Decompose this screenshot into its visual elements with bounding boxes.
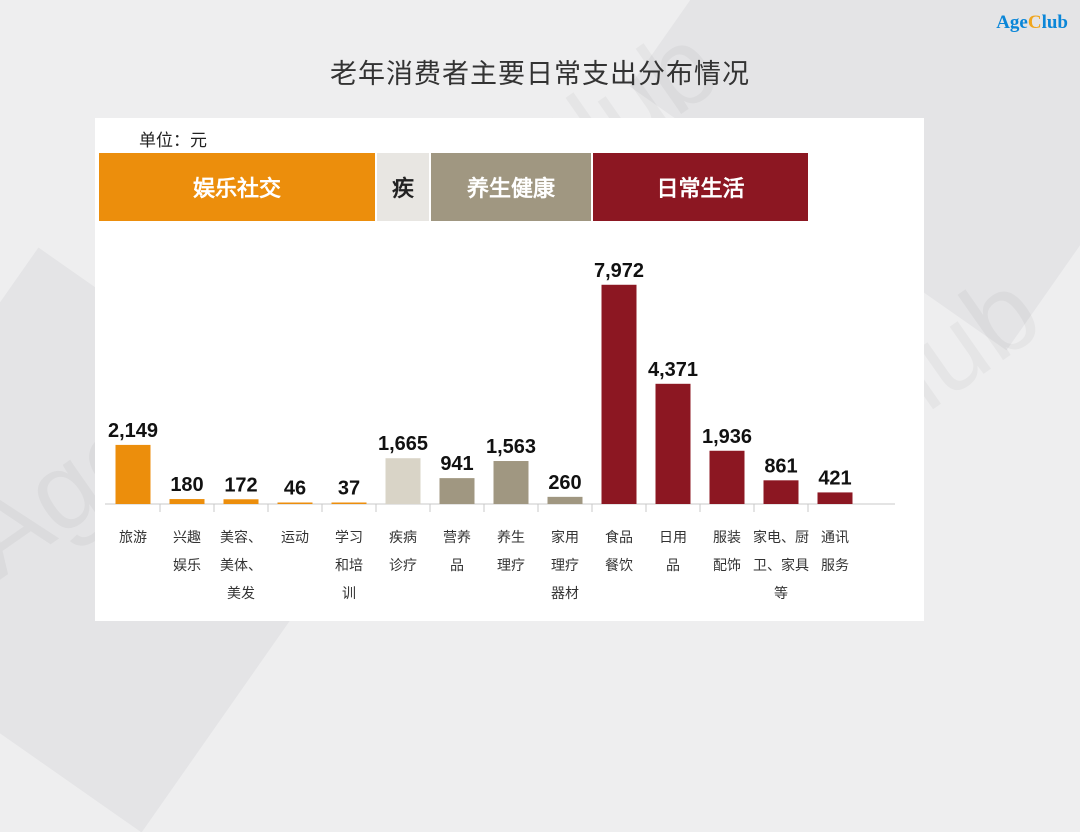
bar <box>277 502 313 504</box>
group-band <box>99 153 375 221</box>
page-title: 老年消费者主要日常支出分布情况 <box>330 59 750 90</box>
bar-value-label: 2,149 <box>108 420 158 442</box>
bar <box>709 450 745 504</box>
logo-part: C <box>1027 12 1042 33</box>
bar-value-label: 46 <box>284 478 306 500</box>
category-label: 服务 <box>821 558 849 574</box>
group-band <box>431 153 591 221</box>
bar-value-label: 1,936 <box>702 426 752 448</box>
group-label: 娱乐社交 <box>193 176 281 202</box>
bar-value-label: 941 <box>440 453 473 475</box>
brand-logo: AgeClub <box>996 12 1068 34</box>
category-label: 训 <box>342 586 356 602</box>
bar-value-label: 421 <box>818 467 851 489</box>
bar <box>547 496 583 504</box>
category-label: 通讯 <box>821 530 849 546</box>
category-label: 卫、家具 <box>753 557 809 574</box>
group-label: 日常生活 <box>656 176 744 202</box>
category-label: 美体、 <box>220 558 262 574</box>
category-label: 美容、 <box>220 529 262 546</box>
bar-value-label: 861 <box>764 455 797 477</box>
group-label: 养生健康 <box>466 176 556 202</box>
chart-panel: 单位：元娱乐社交 疾 养生健康 日常生活 2,149 旅游 180 兴趣娱乐 172 美容、美体、… <box>95 118 924 621</box>
category-label: 品 <box>666 558 680 574</box>
bar-value-label: 7,972 <box>594 260 644 282</box>
category-label: 运动 <box>281 530 309 546</box>
bar-value-label: 4,371 <box>648 359 698 381</box>
category-label: 品 <box>450 558 464 574</box>
category-label: 家用 <box>551 529 579 546</box>
category-label: 餐饮 <box>605 558 633 574</box>
category-label: 理疗 <box>497 558 525 574</box>
bar <box>493 461 529 504</box>
group-band <box>377 153 429 221</box>
category-label: 旅游 <box>119 530 147 546</box>
category-label: 学习 <box>335 530 363 546</box>
category-label: 美发 <box>227 586 255 602</box>
bar <box>169 499 205 504</box>
category-label: 营养 <box>443 530 471 546</box>
logo-part: lub <box>1041 12 1068 33</box>
category-label: 娱乐 <box>173 558 201 574</box>
category-label: 器材 <box>551 586 579 602</box>
bar-value-label: 1,563 <box>486 436 536 458</box>
category-label: 养生 <box>497 530 525 546</box>
bar <box>115 444 151 504</box>
category-label: 食品 <box>605 529 633 546</box>
category-label: 兴趣 <box>173 530 201 546</box>
bar-value-label: 1,665 <box>378 433 428 455</box>
category-label: 服装 <box>713 530 741 546</box>
bar-value-label: 37 <box>338 478 360 500</box>
category-label: 日用 <box>659 530 687 546</box>
bar <box>439 478 475 504</box>
category-label: 理疗 <box>551 558 579 574</box>
unit-label: 单位：元 <box>139 131 207 151</box>
bar-value-label: 260 <box>548 472 581 494</box>
bar <box>655 383 691 504</box>
bar <box>817 492 853 504</box>
bar-value-label: 180 <box>170 474 203 496</box>
category-label: 配饰 <box>713 558 741 574</box>
bar <box>223 499 259 504</box>
bar <box>331 502 367 504</box>
category-label: 诊疗 <box>389 558 417 574</box>
logo-part: Age <box>996 12 1028 33</box>
category-label: 和培 <box>335 558 363 574</box>
bar <box>763 480 799 504</box>
group-band <box>593 153 808 221</box>
category-label: 疾病 <box>389 530 417 546</box>
group-label: 疾 <box>392 176 414 202</box>
bar <box>385 458 421 504</box>
category-label: 等 <box>774 585 788 602</box>
bar-value-label: 172 <box>224 474 257 496</box>
category-label: 家电、厨 <box>753 529 809 546</box>
bar <box>601 284 637 504</box>
